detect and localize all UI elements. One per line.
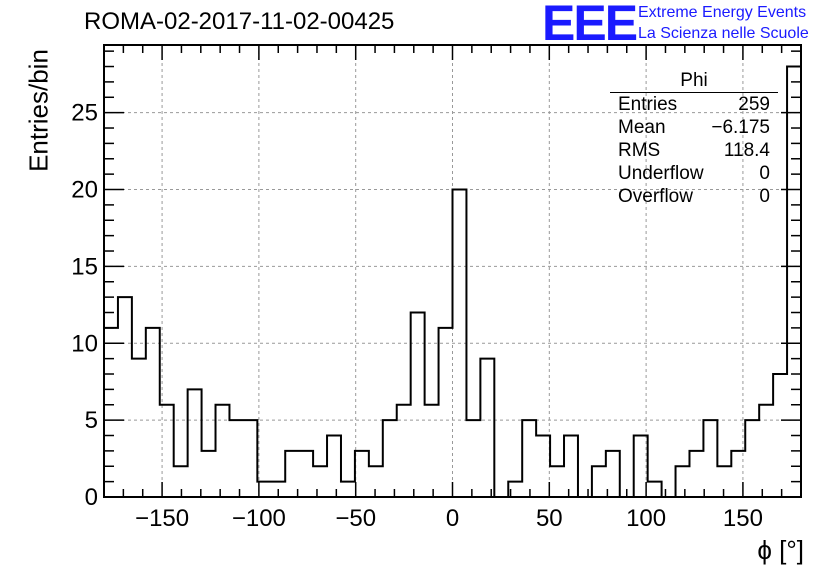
stats-label: Mean [618, 117, 666, 138]
histogram-bin [480, 359, 494, 497]
y-tick-label: 0 [85, 484, 98, 511]
stats-row-mean: Mean −6.175 [610, 116, 778, 139]
histogram-bin [425, 405, 439, 497]
histogram-bin [522, 420, 536, 497]
histogram-bin [355, 451, 369, 497]
stats-row-overflow: Overflow 0 [610, 185, 778, 208]
histogram-bin [773, 374, 787, 497]
stats-row-rms: RMS 118.4 [610, 139, 778, 162]
histogram-bin [313, 466, 327, 497]
axes [103, 44, 802, 498]
stats-row-underflow: Underflow 0 [610, 162, 778, 185]
stats-value: 118.4 [723, 140, 770, 161]
histogram-bin [745, 420, 759, 497]
histogram-bin [104, 328, 118, 497]
x-tick-label: 0 [446, 505, 459, 532]
histogram-bin [146, 328, 160, 497]
stats-label: Underflow [618, 163, 704, 184]
histogram-bin [550, 466, 564, 497]
histogram-bin [327, 436, 341, 497]
chart-title: ROMA-02-2017-11-02-00425 [84, 8, 395, 35]
stats-label: Entries [618, 94, 678, 115]
histogram-bin [132, 359, 146, 497]
x-tick-label: 100 [626, 505, 666, 532]
histogram-bin [202, 451, 216, 497]
x-tick-label: 150 [723, 505, 763, 532]
histogram-bin [411, 313, 425, 497]
x-tick-label: −150 [135, 505, 189, 532]
histogram-bin [689, 451, 703, 497]
x-tick-label: −50 [335, 505, 376, 532]
histogram-bin [174, 466, 188, 497]
stats-label: RMS [618, 140, 661, 161]
x-tick-label: 50 [536, 505, 563, 532]
stats-row-entries: Entries 259 [610, 93, 778, 116]
logo-line-1: Extreme Energy Events [638, 4, 807, 21]
histogram-bin [466, 420, 480, 497]
stats-value: 259 [738, 94, 770, 115]
y-tick-label: 10 [71, 330, 98, 357]
histogram-bin [564, 436, 578, 497]
stats-value: −6.175 [711, 117, 770, 138]
histogram-bin [299, 451, 313, 497]
logo-line-2: La Scienza nelle Scuole [638, 25, 809, 42]
histogram-bin [759, 405, 773, 497]
y-axis-label: Entries/bin [23, 49, 54, 172]
histogram-bin [717, 466, 731, 497]
histogram-bars [103, 65, 802, 498]
y-tick-label: 5 [85, 407, 98, 434]
histogram-bin [216, 405, 230, 497]
tick-labels: −150 −100 −50 0 50 100 150 0 5 10 15 20 25 [71, 100, 763, 532]
histogram-bin [676, 466, 690, 497]
y-tick-label: 25 [71, 100, 98, 127]
histogram-bin [341, 482, 355, 497]
y-tick-label: 15 [71, 253, 98, 280]
stats-box: Phi Entries 259 Mean −6.175 RMS 118.4 Un… [610, 70, 778, 208]
histogram-bin [453, 190, 467, 497]
histogram-bin [369, 466, 383, 497]
histogram-bin [703, 420, 717, 497]
eee-logo: EEE [542, 0, 638, 51]
stats-value: 0 [759, 186, 770, 207]
x-tick-label: −100 [232, 505, 286, 532]
histogram-bin [383, 420, 397, 497]
stats-value: 0 [759, 163, 770, 184]
histogram-bin [536, 436, 550, 497]
y-tick-label: 20 [71, 177, 98, 204]
histogram-bin [648, 482, 662, 497]
histogram-bin [397, 405, 411, 497]
x-axis-label: ϕ [°] [757, 535, 804, 565]
stats-title: Phi [610, 70, 778, 93]
histogram-bin [118, 297, 132, 497]
histogram-outline [103, 65, 802, 498]
histogram-bin [592, 466, 606, 497]
histogram-bin [229, 420, 243, 497]
stats-label: Overflow [618, 186, 693, 207]
histogram-bin [188, 389, 202, 497]
histogram-bin [439, 328, 453, 497]
histogram-bin [243, 420, 257, 497]
